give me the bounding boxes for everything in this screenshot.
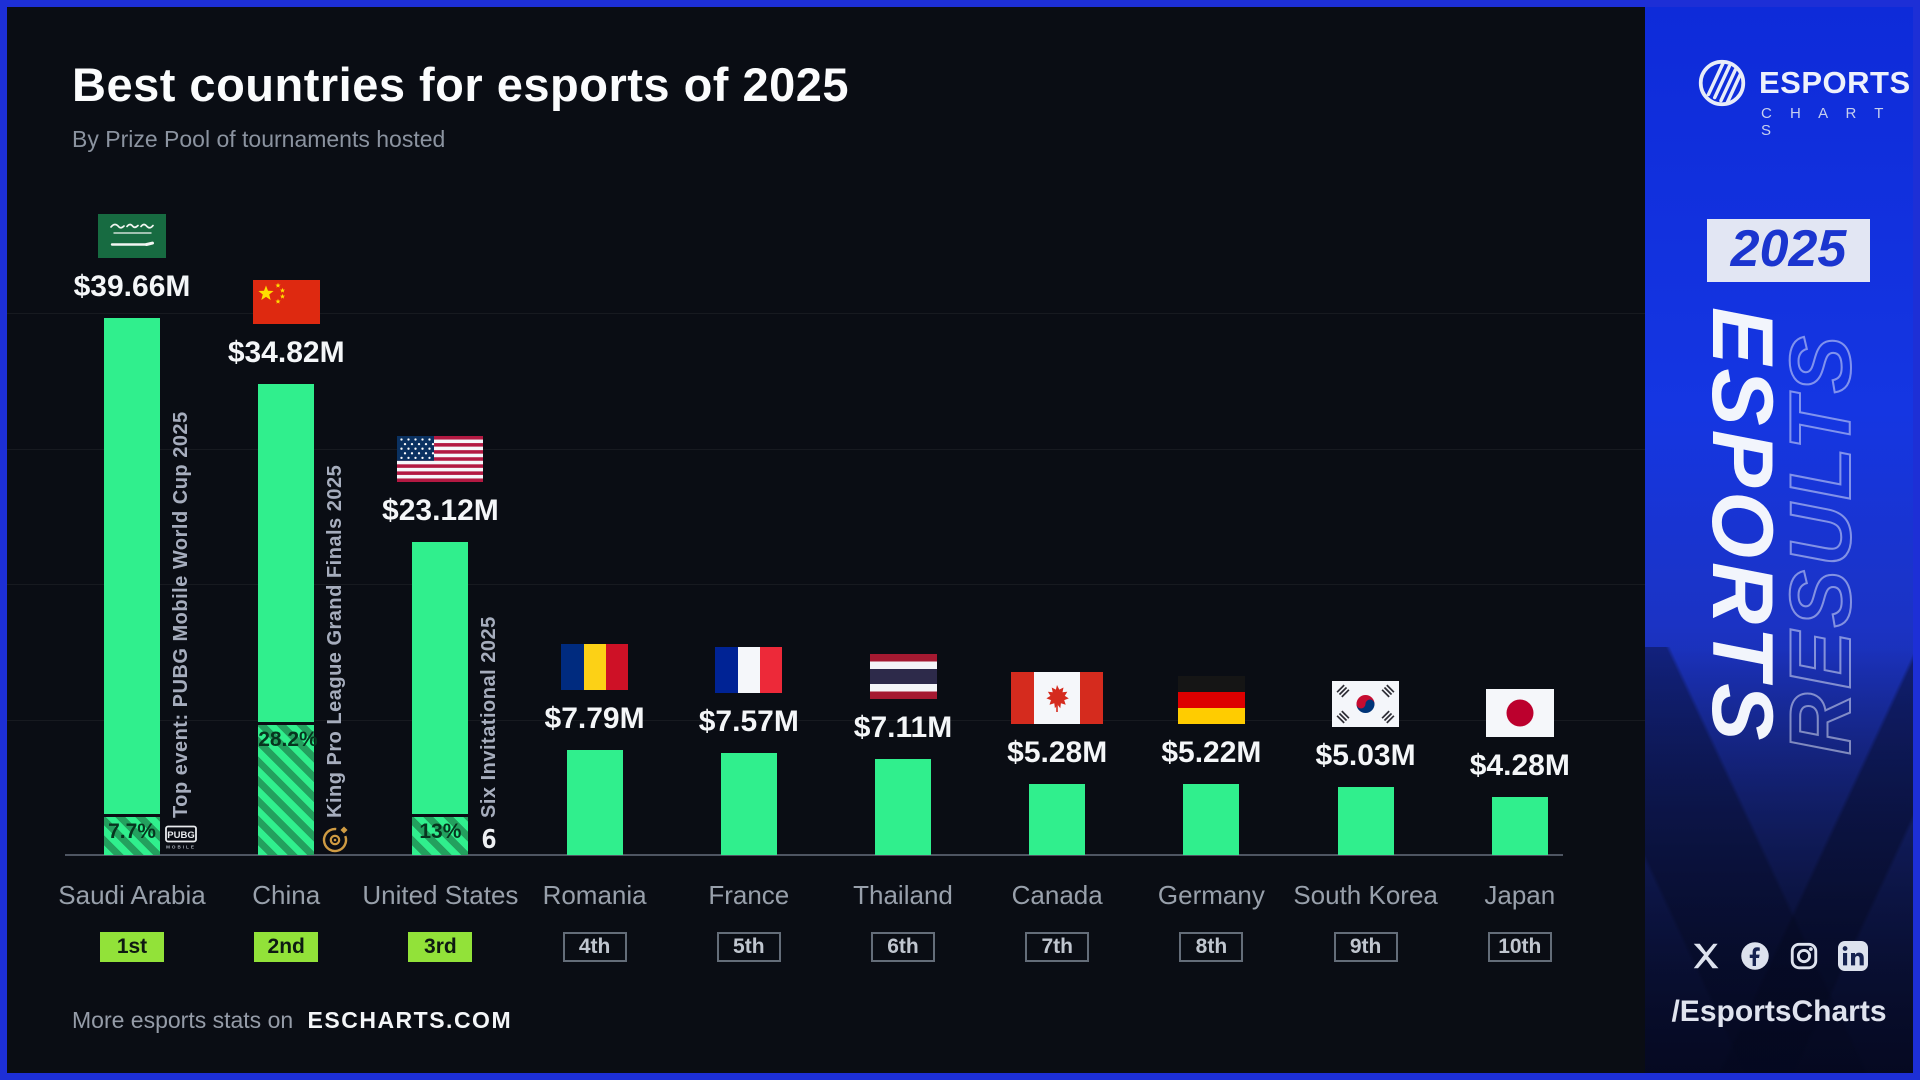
footer-note: More esports stats on ESCHARTS.COM xyxy=(72,1007,512,1034)
rank-badge: 10th xyxy=(1487,932,1552,962)
category-label: Germany xyxy=(1157,880,1265,910)
king-pro-league-icon xyxy=(320,825,350,855)
gridline-20m xyxy=(7,584,1645,586)
svg-text:6: 6 xyxy=(482,825,498,853)
value-label: $34.82M xyxy=(227,336,345,369)
flag-south-korea xyxy=(1332,681,1400,727)
x-twitter-icon[interactable] xyxy=(1691,941,1721,971)
rank-badge: 5th xyxy=(716,932,781,962)
bar-china: 28.2% xyxy=(258,384,318,855)
rank-badge: 4th xyxy=(562,932,627,962)
flag-saudi-arabia xyxy=(98,214,166,258)
top-event-share-label: 28.2% xyxy=(258,728,318,751)
value-label: $7.57M xyxy=(698,705,799,738)
flag-united-states xyxy=(397,436,484,482)
svg-text:MOBILE: MOBILE xyxy=(166,845,196,850)
category-label: France xyxy=(708,880,790,910)
bar-united-states: 13% xyxy=(412,542,469,855)
bar-chart: 7.7% Top event: PUBG Mobile World Cup 202… xyxy=(7,7,1645,1073)
top-event-share-segment-united-states: 13% xyxy=(412,814,469,855)
category-label: Thailand xyxy=(853,880,953,910)
page-subtitle: By Prize Pool of tournaments hosted xyxy=(72,126,446,152)
value-label: $7.11M xyxy=(853,711,953,744)
footer-site-link[interactable]: ESCHARTS.COM xyxy=(307,1007,513,1033)
chart-header: Best countries for esports of 2025 By Pr… xyxy=(72,57,849,153)
flag-thailand xyxy=(869,654,937,699)
value-label: $39.66M xyxy=(73,270,191,303)
rank-badge: 3rd xyxy=(408,932,473,962)
bar-canada xyxy=(1029,784,1086,855)
top-event-share-segment-china: 28.2% xyxy=(258,722,318,855)
category-label: South Korea xyxy=(1293,880,1438,910)
social-links xyxy=(1645,941,1913,971)
category-label: Saudi Arabia xyxy=(58,880,206,910)
x-axis-line xyxy=(65,854,1563,856)
flag-romania xyxy=(561,644,629,690)
category-label: Romania xyxy=(542,880,647,910)
brand-name: ESPORTS xyxy=(1759,65,1911,100)
social-handle-link[interactable]: /EsportsCharts xyxy=(1671,995,1887,1028)
gridline-10m xyxy=(7,719,1645,721)
instagram-icon[interactable] xyxy=(1789,941,1819,971)
top-event-label: Top event: PUBG Mobile World Cup 2025 xyxy=(170,411,192,818)
rank-badge: 7th xyxy=(1025,932,1090,962)
flag-japan xyxy=(1485,689,1554,737)
linkedin-icon[interactable] xyxy=(1837,941,1868,971)
brand-sidebar: ESPORTS C H A R T S 2025 ESPORTS RESULTS xyxy=(1645,7,1913,1073)
value-label: $5.28M xyxy=(1007,736,1108,769)
rank-badge: 6th xyxy=(871,932,935,962)
esports-charts-logo: ESPORTS C H A R T S xyxy=(1695,56,1913,139)
bar-thailand xyxy=(875,759,931,855)
flag-germany xyxy=(1177,676,1245,724)
bar-romania xyxy=(566,750,623,855)
svg-text:PUBG: PUBG xyxy=(167,830,194,841)
value-label: $5.22M xyxy=(1161,736,1262,769)
bar-south-korea xyxy=(1337,787,1394,855)
top-event-share-label: 13% xyxy=(419,820,462,843)
six-invitational-icon: 6 xyxy=(480,825,498,855)
flag-france xyxy=(715,647,783,693)
esports-charts-logo-icon xyxy=(1695,56,1749,115)
category-label: Canada xyxy=(1011,880,1103,910)
value-label: $5.03M xyxy=(1315,739,1416,772)
category-label: United States xyxy=(362,880,519,910)
page-title: Best countries for esports of 2025 xyxy=(72,58,850,111)
category-label: China xyxy=(252,880,321,910)
rank-badge: 1st xyxy=(100,932,164,962)
bar-germany xyxy=(1183,784,1240,855)
vertical-word-esports: ESPORTS xyxy=(1694,307,1790,745)
rank-badge: 8th xyxy=(1179,932,1244,962)
bar-saudi-arabia: 7.7% xyxy=(104,318,160,855)
value-label: $7.79M xyxy=(544,702,645,735)
gridline-40m xyxy=(7,313,1645,315)
value-label: $4.28M xyxy=(1469,749,1570,782)
vertical-word-results: RESULTS xyxy=(1772,331,1870,756)
facebook-icon[interactable] xyxy=(1740,941,1770,971)
rank-badge: 9th xyxy=(1333,932,1398,962)
pubg-mobile-icon: PUBG MOBILE xyxy=(164,825,198,850)
category-label: Japan xyxy=(1484,880,1556,910)
brand-subname: C H A R T S xyxy=(1761,105,1891,139)
city-photo-overlay xyxy=(1645,646,1913,1073)
top-event-share-label: 7.7% xyxy=(108,820,156,843)
rank-badge: 2nd xyxy=(254,932,319,962)
flag-china xyxy=(252,280,320,324)
gridline-30m xyxy=(7,448,1645,450)
footer-prefix: More esports stats on xyxy=(72,1007,294,1033)
flag-canada xyxy=(1011,672,1104,724)
chart-panel: Best countries for esports of 2025 By Pr… xyxy=(7,7,1645,1073)
bar-france xyxy=(720,753,777,855)
top-event-share-segment-saudi-arabia: 7.7% xyxy=(104,814,160,855)
bar-japan xyxy=(1491,797,1548,855)
value-label: $23.12M xyxy=(382,494,499,527)
year-badge: 2025 xyxy=(1707,219,1870,282)
